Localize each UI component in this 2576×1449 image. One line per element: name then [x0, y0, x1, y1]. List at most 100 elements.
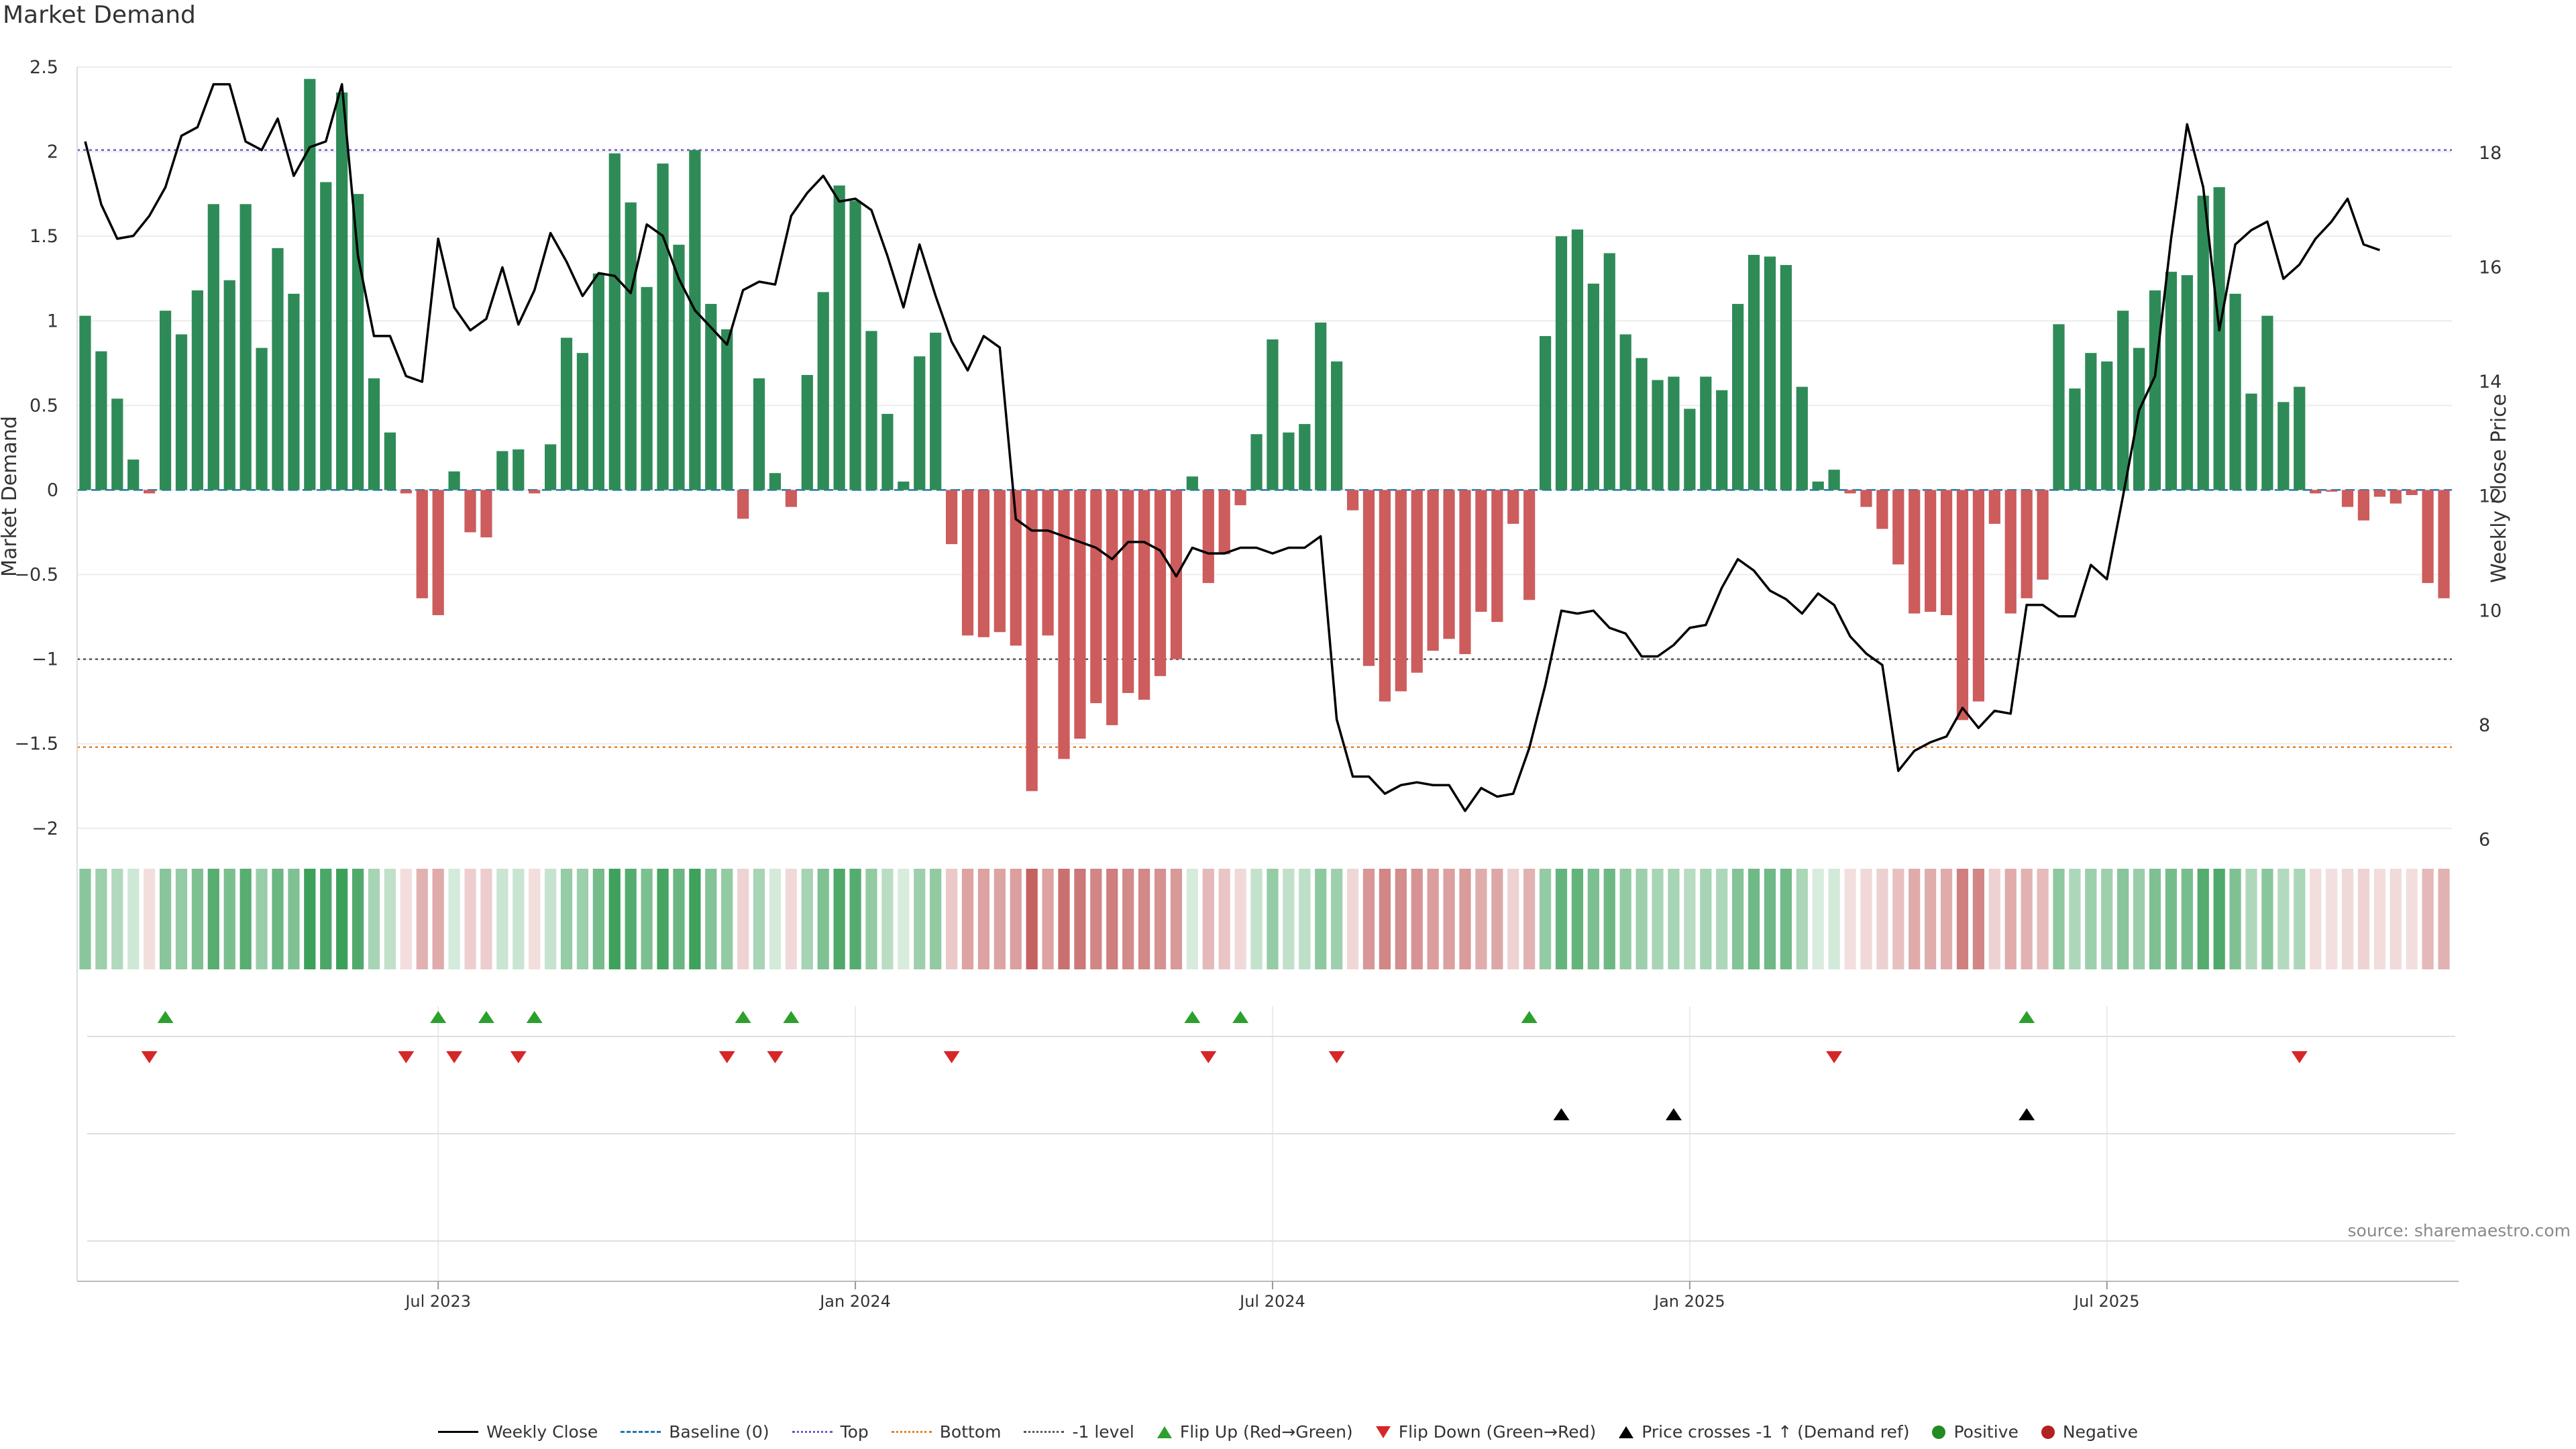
heat-cell [2357, 869, 2370, 969]
demand-bar [1635, 358, 1648, 490]
heat-cell [304, 869, 316, 969]
x-tick-label: Jan 2025 [1653, 1292, 1725, 1311]
heat-cell [496, 869, 508, 969]
x-tick-label: Jul 2023 [404, 1292, 471, 1311]
heat-cell [914, 869, 926, 969]
y2-tick-label: 12 [2479, 486, 2502, 507]
x-axis: Jul 2023 Jan 2024 Jul 2024 Jan 2025 Jul 2025 [76, 67, 2459, 1311]
legend-item-negative: Negative [2041, 1422, 2138, 1442]
demand-bar [1909, 490, 1921, 614]
heat-cell [2037, 869, 2049, 969]
y-axis-right: 18 16 14 12 10 8 6 [2479, 143, 2502, 851]
heat-cell [513, 869, 525, 969]
demand-bar [1716, 390, 1728, 490]
heat-cell [1427, 869, 1439, 969]
heat-cell [1122, 869, 1134, 969]
demand-bar [1844, 490, 1856, 494]
heat-cell [689, 869, 701, 969]
heat-cell [1603, 869, 1615, 969]
legend-item-flip_up: Flip Up (Red→Green) [1157, 1422, 1353, 1442]
heat-cell [95, 869, 107, 969]
legend-swatch-cross [1619, 1426, 1634, 1438]
demand-bar [2053, 324, 2065, 490]
demand-bar [1764, 256, 1776, 490]
y-axis-left: 2.5 2 1.5 1 0.5 0 −0.5 −1 −1.5 −2 [14, 57, 58, 839]
flip-up-marker [478, 1011, 494, 1023]
demand-bar [945, 490, 958, 545]
legend-swatch-flip_up [1157, 1426, 1172, 1438]
heat-cell [737, 869, 749, 969]
heat-cell [1331, 869, 1343, 969]
demand-bar [1267, 339, 1279, 490]
demand-bar [159, 311, 172, 490]
demand-bar [1186, 476, 1198, 490]
heat-cell [2117, 869, 2129, 969]
heat-cell [127, 869, 140, 969]
demand-bar [1315, 322, 1327, 490]
weekly-close-line [84, 83, 2380, 812]
heat-cell [2197, 869, 2209, 969]
demand-bar [1828, 470, 1840, 490]
demand-bar [400, 490, 412, 494]
heat-cell [2325, 869, 2338, 969]
heat-cell [1443, 869, 1455, 969]
flip-down-marker [718, 1051, 735, 1063]
y2-tick-label: 18 [2479, 143, 2502, 164]
heat-cell [1234, 869, 1246, 969]
demand-bar [1138, 490, 1150, 700]
demand-bar [737, 490, 749, 519]
heat-cell [1988, 869, 2000, 969]
heat-cell [288, 869, 300, 969]
demand-bar [1684, 409, 1696, 490]
demand-bar [1459, 490, 1471, 655]
legend-item-weekly_close: Weekly Close [437, 1422, 598, 1442]
demand-bar [1925, 490, 1937, 612]
heat-cell [2245, 869, 2257, 969]
heat-cell [352, 869, 364, 969]
demand-bar [1940, 490, 1953, 616]
heat-cell [1876, 869, 1888, 969]
y-tick-label: 1 [47, 311, 58, 331]
heat-cell [1154, 869, 1167, 969]
demand-bar [2165, 272, 2178, 490]
legend-label: Positive [1953, 1422, 2019, 1442]
heat-cell [785, 869, 798, 969]
heat-cell [1731, 869, 1744, 969]
x-tick-label: Jul 2025 [2073, 1292, 2140, 1311]
heat-cell [881, 869, 894, 969]
heat-cell [2133, 869, 2145, 969]
heat-cell [1844, 869, 1856, 969]
heat-cell [336, 869, 348, 969]
heat-cell [608, 869, 621, 969]
heat-cell [1780, 869, 1792, 969]
demand-bar [1379, 490, 1391, 702]
chart-title: Market Demand [3, 1, 196, 29]
demand-bar [769, 473, 782, 490]
heat-cell [1026, 869, 1038, 969]
demand-bar [2069, 388, 2081, 490]
source-note: source: sharemaestro.com [2347, 1221, 2571, 1240]
legend-item-cross: Price crosses -1 ↑ (Demand ref) [1619, 1422, 1909, 1442]
demand-bar [1395, 490, 1407, 692]
heat-cell [111, 869, 123, 969]
heat-cell [1411, 869, 1423, 969]
heat-cell [368, 869, 380, 969]
y2-axis-label: Weekly Close Price [2487, 394, 2511, 583]
demand-bar [1427, 490, 1439, 651]
demand-bar [994, 490, 1006, 633]
demand-bar [544, 444, 557, 490]
heat-cell [2149, 869, 2161, 969]
demand-bar [1411, 490, 1423, 673]
demand-bar [2341, 490, 2354, 507]
legend-swatch-flip_down [1375, 1426, 1391, 1438]
demand-bar [608, 153, 621, 490]
demand-bar [865, 331, 877, 490]
y-tick-label: −2 [32, 818, 58, 839]
demand-bar [464, 490, 476, 533]
legend: Weekly Close Baseline (0) Top Bottom -1 leve… [0, 1422, 2576, 1442]
flip-down-marker [510, 1051, 527, 1063]
heat-cell [416, 869, 428, 969]
heat-cell [1058, 869, 1070, 969]
heat-cell [1523, 869, 1536, 969]
heat-cell [721, 869, 733, 969]
